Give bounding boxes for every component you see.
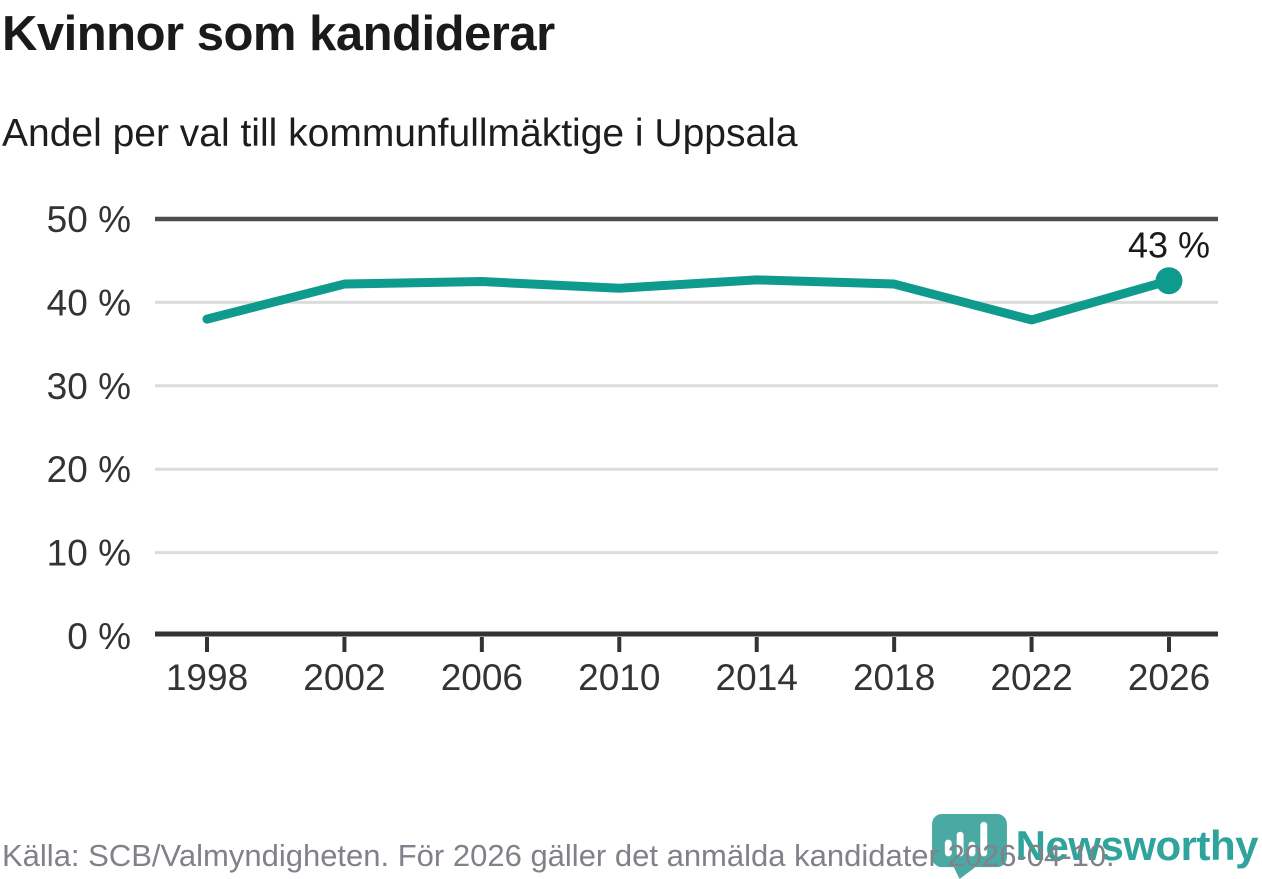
- footer: Newsworthy Källa: SCB/Valmyndigheten. Fö…: [0, 804, 1262, 879]
- y-tick-label: 50 %: [47, 199, 131, 240]
- end-point-marker: [1155, 267, 1183, 295]
- x-tick-label: 2018: [853, 657, 935, 698]
- x-tick-label: 1998: [166, 657, 248, 698]
- chart-subtitle: Andel per val till kommunfullmäktige i U…: [2, 112, 798, 155]
- x-tick-label: 2006: [441, 657, 523, 698]
- y-tick-label: 30 %: [47, 366, 131, 407]
- x-tick-label: 2022: [990, 657, 1072, 698]
- newsworthy-logo: Newsworthy: [931, 814, 1259, 879]
- y-tick-label: 40 %: [47, 282, 131, 323]
- data-line: [202, 275, 1174, 325]
- brand-wordmark: Newsworthy: [1015, 822, 1259, 869]
- y-tick-label: 20 %: [47, 449, 131, 490]
- chart-title: Kvinnor som kandiderar: [2, 7, 555, 61]
- y-tick-label: 0 %: [67, 616, 131, 657]
- end-value-label: 43 %: [1128, 225, 1210, 266]
- x-tick-label: 2002: [303, 657, 385, 698]
- newsworthy-pin-bar-chart-icon: [931, 814, 1007, 879]
- y-tick-label: 10 %: [47, 533, 131, 574]
- x-tick-label: 2010: [578, 657, 660, 698]
- line-chart-svg: 0 % 10 % 20 % 30 % 40 % 50 % 1998 2002 2006 2010 2…: [47, 199, 1218, 698]
- source-note: Källa: SCB/Valmyndigheten. För 2026 gäll…: [2, 838, 1115, 873]
- x-tick-label: 2014: [716, 657, 798, 698]
- x-tick-label: 2026: [1128, 657, 1210, 698]
- pin-bars: [944, 821, 987, 857]
